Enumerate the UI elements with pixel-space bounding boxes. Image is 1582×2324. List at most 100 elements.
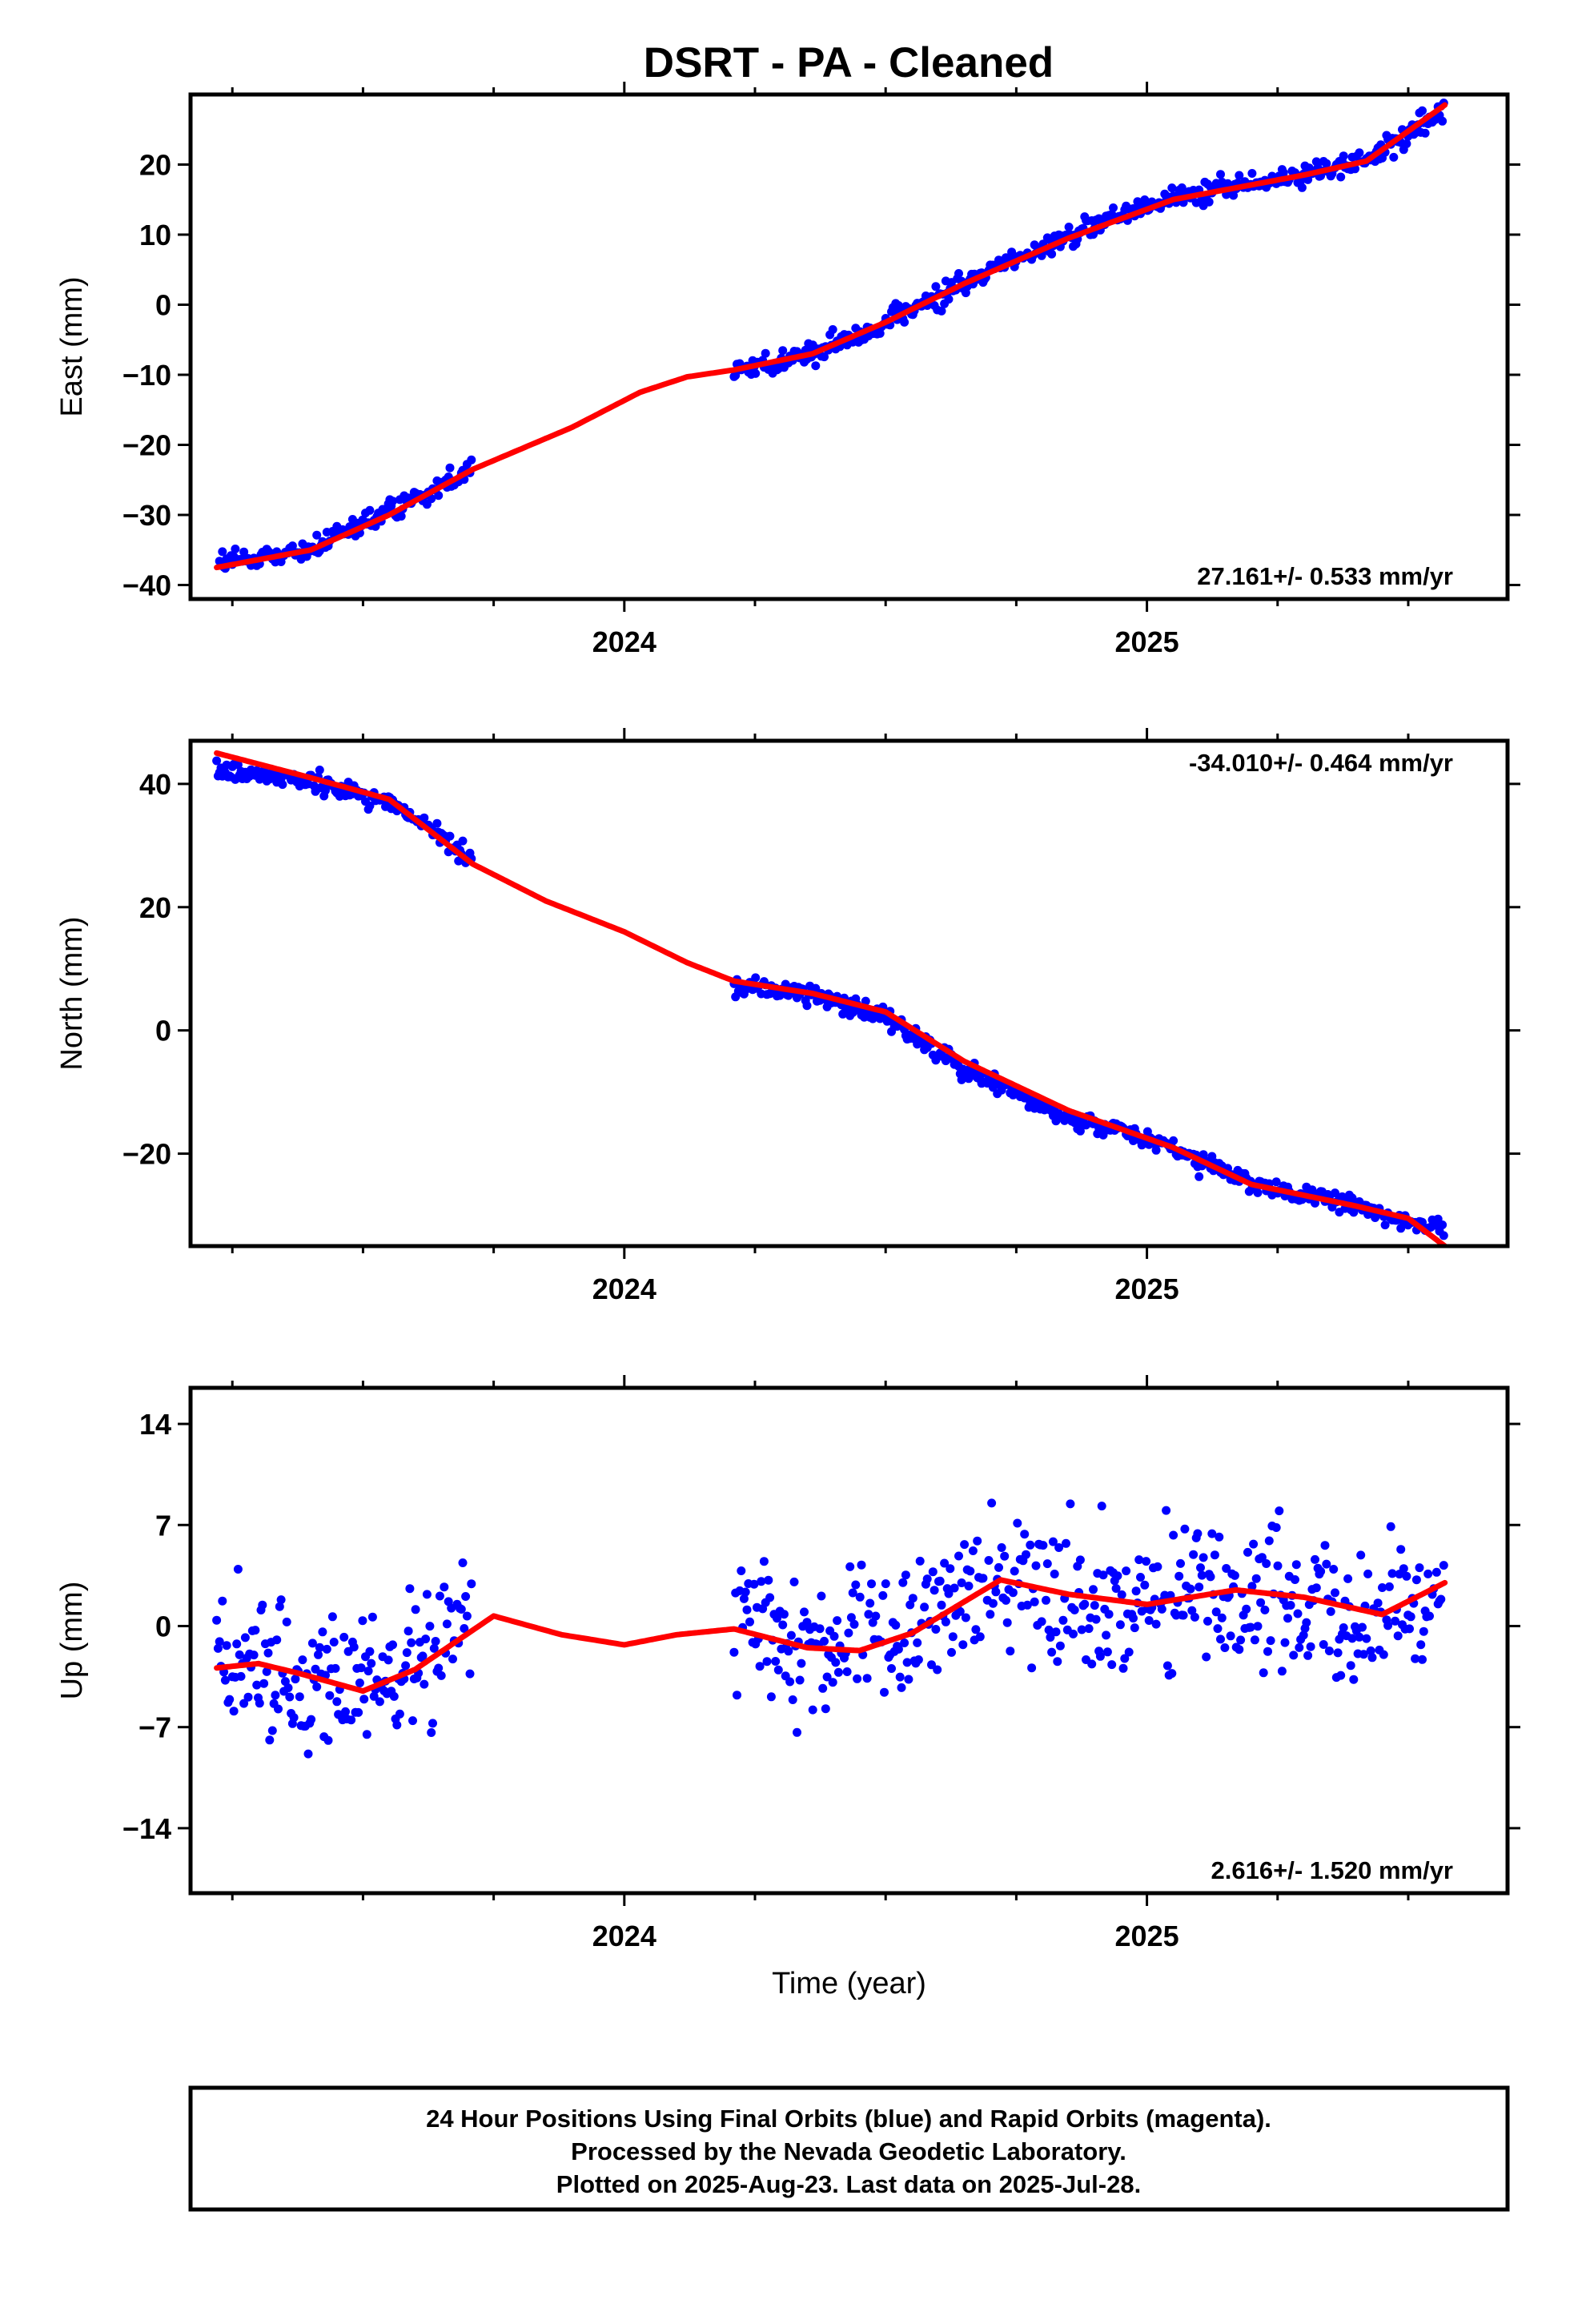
data-point <box>435 1591 444 1601</box>
data-point <box>1120 1654 1130 1663</box>
data-point <box>427 1728 436 1737</box>
fit-curve <box>214 1577 1448 1695</box>
y-tick-label: −14 <box>122 1812 171 1845</box>
data-point <box>1378 1583 1387 1592</box>
data-point <box>1286 1601 1295 1610</box>
data-point <box>964 1582 974 1590</box>
data-point <box>375 1697 384 1707</box>
data-point <box>434 491 444 501</box>
data-point <box>225 1695 235 1704</box>
data-point <box>861 996 870 1006</box>
data-point <box>1246 1622 1255 1632</box>
data-point <box>1010 1566 1019 1576</box>
data-point <box>408 1716 417 1726</box>
data-point <box>1355 1632 1364 1642</box>
data-point <box>761 348 770 358</box>
data-point <box>862 1674 872 1683</box>
data-point <box>1271 1177 1281 1187</box>
data-point <box>458 1558 468 1567</box>
data-point <box>1303 1651 1313 1660</box>
data-point <box>846 1613 856 1622</box>
data-point <box>1167 1669 1177 1679</box>
y-axis-label: Up (mm) <box>55 1582 89 1700</box>
data-point <box>303 1749 313 1759</box>
data-point <box>1117 1590 1126 1599</box>
data-point <box>857 1560 866 1570</box>
data-point <box>1089 1585 1098 1594</box>
data-point <box>771 1657 781 1666</box>
y-tick-label: 7 <box>155 1509 171 1542</box>
data-point <box>1197 1570 1207 1580</box>
data-point <box>367 1659 376 1668</box>
data-point <box>1027 1663 1037 1673</box>
y-tick-label: −20 <box>122 429 171 462</box>
data-point <box>931 1625 941 1634</box>
y-tick-label: 14 <box>139 1408 171 1441</box>
data-point <box>1346 1661 1355 1671</box>
data-point <box>1349 1675 1359 1684</box>
data-point <box>855 1592 865 1602</box>
plot-frame <box>188 1385 1510 1896</box>
data-point <box>851 1580 861 1590</box>
footer-line-3: Plotted on 2025-Aug-23. Last data on 202… <box>556 2170 1141 2198</box>
data-point <box>815 1624 825 1634</box>
data-point <box>404 1626 413 1636</box>
data-point <box>922 1574 932 1584</box>
data-point <box>283 1683 293 1693</box>
data-point <box>239 1699 249 1708</box>
data-point <box>765 1593 775 1602</box>
data-point <box>895 1672 905 1682</box>
data-point <box>1055 1641 1065 1651</box>
data-point <box>1295 1642 1304 1652</box>
data-point <box>258 1600 267 1610</box>
data-point <box>249 1651 259 1660</box>
data-point <box>312 1682 322 1691</box>
data-point <box>944 1589 954 1598</box>
data-point <box>442 1619 452 1629</box>
data-point <box>1363 1569 1373 1578</box>
data-point <box>1199 1150 1208 1160</box>
data-point <box>737 1566 746 1575</box>
data-point <box>1253 1622 1263 1631</box>
footer-line-2: Processed by the Nevada Geodetic Laborat… <box>571 2137 1126 2165</box>
data-point <box>820 1636 829 1646</box>
data-point <box>897 1683 906 1692</box>
data-point <box>1250 1635 1259 1645</box>
data-point <box>1095 1651 1105 1661</box>
data-point <box>988 1598 998 1608</box>
data-point <box>1054 1543 1064 1552</box>
data-point <box>733 1691 741 1700</box>
data-point <box>913 1655 923 1664</box>
y-tick-label: 10 <box>139 219 171 251</box>
data-point <box>405 1584 415 1594</box>
data-point <box>1438 1220 1447 1229</box>
data-point <box>341 1707 350 1716</box>
data-point <box>997 1543 1006 1552</box>
data-point <box>1047 249 1057 259</box>
data-point <box>1051 1627 1061 1637</box>
data-point <box>1359 1650 1368 1659</box>
data-point <box>236 1671 246 1681</box>
x-tick-label: 2025 <box>1115 1273 1179 1305</box>
y-tick-label: 0 <box>155 289 171 322</box>
data-point <box>927 1660 936 1670</box>
data-point <box>1389 152 1399 162</box>
data-point <box>1297 183 1307 192</box>
data-point <box>1306 1642 1315 1651</box>
data-point <box>1186 1584 1195 1594</box>
data-point <box>986 1610 995 1619</box>
data-point <box>828 1678 837 1687</box>
data-point <box>240 1633 250 1642</box>
data-point <box>325 1691 335 1700</box>
data-point <box>331 1663 340 1673</box>
data-point <box>1207 1529 1217 1538</box>
data-point <box>229 1707 239 1716</box>
data-point <box>1347 1634 1357 1643</box>
data-point <box>751 973 761 983</box>
figure-title: DSRT - PA - Cleaned <box>644 39 1054 86</box>
data-point <box>215 1637 224 1647</box>
data-point <box>867 1579 876 1589</box>
data-point <box>460 1624 469 1633</box>
data-point <box>948 1632 958 1642</box>
